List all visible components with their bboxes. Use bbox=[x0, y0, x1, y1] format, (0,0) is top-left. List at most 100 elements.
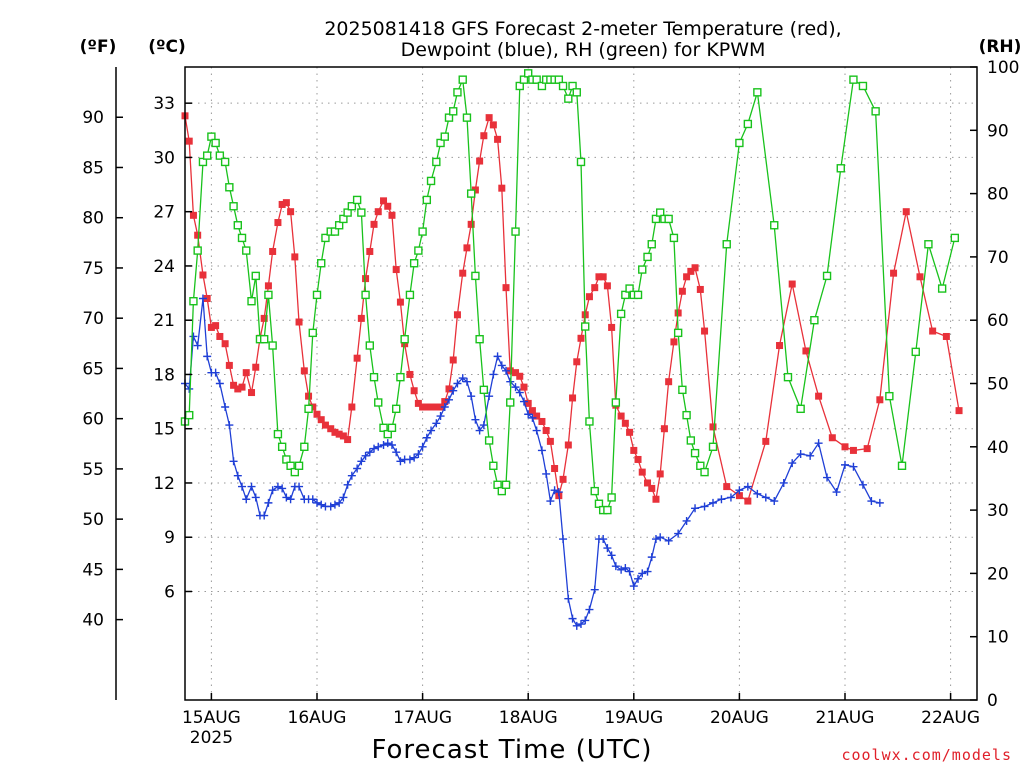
dewpoint-point bbox=[215, 379, 224, 388]
rh-point bbox=[537, 81, 547, 91]
temperature-point bbox=[463, 244, 471, 252]
rh-point bbox=[369, 372, 379, 382]
rh-point bbox=[950, 233, 960, 243]
rh-point bbox=[215, 151, 225, 160]
celsius-tick-label: 15 bbox=[153, 420, 175, 440]
rh-point bbox=[497, 486, 506, 496]
temperature-point bbox=[776, 342, 784, 350]
fahrenheit-tick-label: 60 bbox=[82, 410, 104, 430]
dewpoint-point bbox=[313, 498, 321, 507]
rh-point bbox=[304, 404, 313, 414]
celsius-tick-label: 6 bbox=[164, 582, 175, 602]
fahrenheit-tick-label: 45 bbox=[82, 560, 104, 580]
rh-point bbox=[836, 164, 845, 173]
rh-point bbox=[361, 290, 370, 300]
rh-point bbox=[770, 221, 779, 230]
temperature-point bbox=[357, 314, 365, 322]
rh-point bbox=[735, 138, 744, 148]
rh-point bbox=[352, 195, 362, 205]
dewpoint-point bbox=[414, 450, 423, 459]
rh-tick-label: 50 bbox=[987, 375, 1009, 395]
rh-point bbox=[260, 334, 269, 344]
rh-point bbox=[414, 246, 423, 255]
rh-point bbox=[519, 75, 529, 84]
celsius-tick-label: 9 bbox=[164, 528, 175, 548]
rh-tick-label: 20 bbox=[987, 564, 1009, 584]
dewpoint-point bbox=[278, 484, 287, 493]
dewpoint-point bbox=[585, 605, 594, 614]
rh-point bbox=[264, 290, 273, 300]
dewpoint-point bbox=[462, 377, 471, 386]
dewpoint-point bbox=[497, 361, 506, 370]
temperature-point bbox=[445, 385, 453, 393]
rh-point bbox=[783, 372, 793, 382]
rh-point bbox=[558, 81, 568, 91]
dewpoint-point bbox=[568, 614, 577, 623]
dewpoint-point bbox=[242, 495, 251, 504]
temperature-point bbox=[644, 479, 652, 487]
dewpoint-point bbox=[410, 453, 419, 462]
temperature-point bbox=[564, 441, 572, 449]
temperature-point bbox=[207, 323, 215, 331]
rh-point bbox=[277, 442, 287, 451]
celsius-tick-label: 18 bbox=[153, 365, 175, 385]
dewpoint-point bbox=[374, 442, 383, 451]
temperature-point bbox=[392, 266, 400, 274]
rh-point bbox=[700, 467, 709, 477]
dewpoint-point bbox=[392, 448, 401, 457]
dewpoint-point bbox=[647, 553, 656, 562]
rh-point bbox=[317, 259, 326, 268]
rh-point bbox=[294, 461, 304, 470]
temperature-point bbox=[762, 437, 770, 445]
rh-point bbox=[871, 107, 880, 116]
rh-point bbox=[392, 404, 401, 414]
rh-point bbox=[594, 499, 604, 508]
rh-point bbox=[621, 290, 630, 300]
dewpoint-point bbox=[550, 486, 559, 495]
dewpoint-point bbox=[726, 493, 735, 502]
temperature-point bbox=[955, 407, 963, 415]
rh-tick-label: 60 bbox=[987, 311, 1009, 331]
rh-point bbox=[638, 265, 647, 274]
rh-tick-label: 90 bbox=[987, 121, 1009, 141]
temperature-point bbox=[494, 135, 502, 143]
temperature-point bbox=[512, 369, 520, 377]
rh-point bbox=[511, 227, 520, 236]
rh-point bbox=[581, 322, 590, 331]
temperature-point bbox=[331, 428, 339, 436]
rh-point bbox=[418, 227, 427, 236]
temperature-point bbox=[485, 114, 493, 122]
rh-point bbox=[242, 246, 251, 255]
rh-point bbox=[220, 157, 230, 167]
dewpoint-point bbox=[229, 457, 238, 466]
dewpoint-point bbox=[849, 462, 858, 471]
temperature-point bbox=[876, 396, 884, 404]
rh-point bbox=[753, 88, 762, 97]
temperature-point bbox=[652, 495, 660, 503]
dewpoint-point bbox=[524, 410, 533, 419]
temperature-point bbox=[546, 437, 554, 445]
rh-point bbox=[233, 221, 243, 230]
temperature-point bbox=[427, 403, 435, 411]
temperature-point bbox=[559, 475, 567, 483]
dewpoint-point bbox=[440, 403, 449, 412]
rh-point bbox=[268, 341, 277, 350]
rh-point bbox=[449, 107, 458, 116]
temperature-point bbox=[595, 273, 603, 281]
temperature-point bbox=[863, 445, 871, 453]
rh-point bbox=[924, 240, 933, 249]
dewpoint-point bbox=[489, 370, 498, 379]
rh-point bbox=[193, 246, 202, 255]
rh-point bbox=[189, 297, 198, 306]
rh-point bbox=[651, 214, 661, 224]
dewpoint-point bbox=[546, 497, 555, 506]
rh-point bbox=[466, 189, 476, 198]
rh-point bbox=[708, 442, 718, 451]
rh-point bbox=[300, 442, 309, 451]
x-tick-label: 15AUG bbox=[182, 708, 241, 728]
credit-link[interactable]: coolwx.com/models bbox=[841, 746, 1012, 764]
dewpoint-point bbox=[761, 493, 770, 502]
temperature-point bbox=[524, 399, 532, 407]
x-tick-label: 16AUG bbox=[288, 708, 347, 728]
